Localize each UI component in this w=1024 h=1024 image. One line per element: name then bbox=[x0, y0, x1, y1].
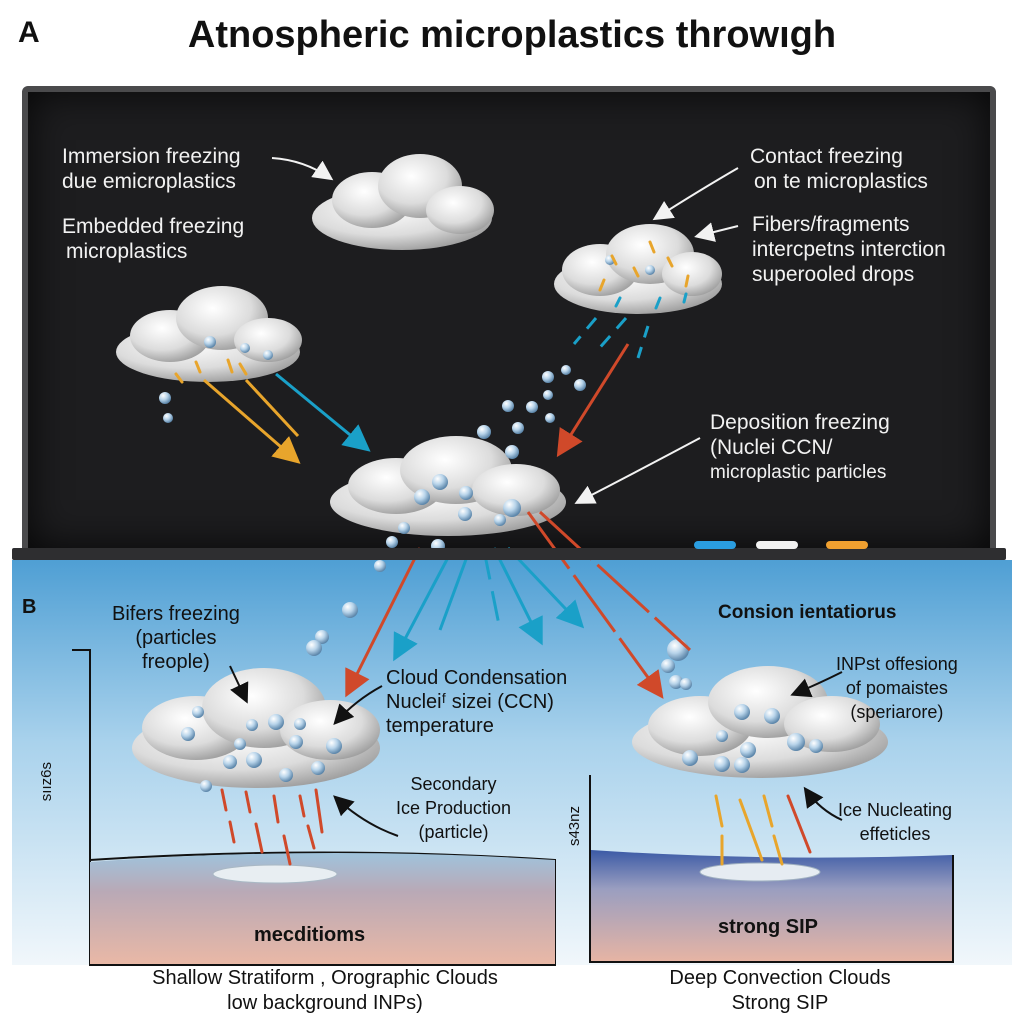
arrows-a bbox=[203, 317, 650, 464]
arrows-center-down bbox=[345, 510, 692, 699]
cloud-bottom-right bbox=[632, 666, 888, 778]
right-caption: Deep Convection Clouds Strong SIP bbox=[669, 967, 891, 1014]
label-fibers-fragments: Fibers/fragments intercpetns interction … bbox=[752, 213, 946, 286]
left-ground bbox=[90, 852, 555, 964]
label-bifers-freezing: Bifers freezing (particles freople) bbox=[112, 603, 240, 673]
cloud-top-left bbox=[116, 286, 302, 382]
right-ground-label: strong SIP bbox=[718, 916, 819, 938]
left-ground-label: mecditioms bbox=[254, 924, 366, 946]
right-splash bbox=[699, 862, 821, 882]
left-caption: Shallow Stratiform , Orographic Clouds l… bbox=[152, 967, 498, 1014]
label-immersion-freezing: Immersion freezing due emicroplastics bbox=[62, 145, 241, 193]
label-consion: Consion ientatiorus bbox=[718, 602, 897, 623]
label-secondary-ice: Secondary Ice Production (particle) bbox=[396, 774, 512, 842]
right-scene-frame bbox=[589, 775, 954, 963]
cloud-top-center bbox=[312, 154, 494, 250]
right-ground bbox=[591, 850, 952, 961]
chalk-blue bbox=[694, 541, 736, 549]
chalk-orange bbox=[826, 541, 868, 549]
chalk-white bbox=[756, 541, 798, 549]
droplets bbox=[159, 255, 823, 792]
chalkboard-ledge bbox=[12, 548, 1006, 560]
pointer-arrows bbox=[229, 157, 843, 837]
label-cloud-condensation: Cloud Condensation Nucleiᶠ sizei (CCN) t… bbox=[386, 667, 568, 737]
panel-b-letter: B bbox=[22, 596, 37, 618]
left-splash bbox=[212, 864, 338, 884]
main-title: Atnospheric microplastics throwıgh bbox=[187, 14, 837, 56]
cloud-top-right bbox=[554, 224, 722, 314]
left-side-mark: sıız6s bbox=[38, 762, 55, 802]
label-inps: INPst offesiong of pomaistes (speriarore… bbox=[836, 654, 958, 722]
label-deposition-freezing: Deposition freezing (Nuclei CCN/ micropl… bbox=[710, 411, 890, 483]
microplastic-fragments-a bbox=[174, 240, 690, 384]
precipitation-b bbox=[220, 788, 812, 866]
label-embedded-freezing: Embedded freezing microplastics bbox=[62, 215, 245, 263]
label-ice-nucleating: Ice Nucleating effeticles bbox=[838, 800, 953, 844]
label-contact-freezing: Contact freezing on te microplastics bbox=[750, 145, 928, 193]
cloud-center bbox=[330, 436, 566, 536]
right-side-mark: s43nz bbox=[566, 806, 583, 847]
panel-a-letter: A bbox=[18, 16, 40, 49]
